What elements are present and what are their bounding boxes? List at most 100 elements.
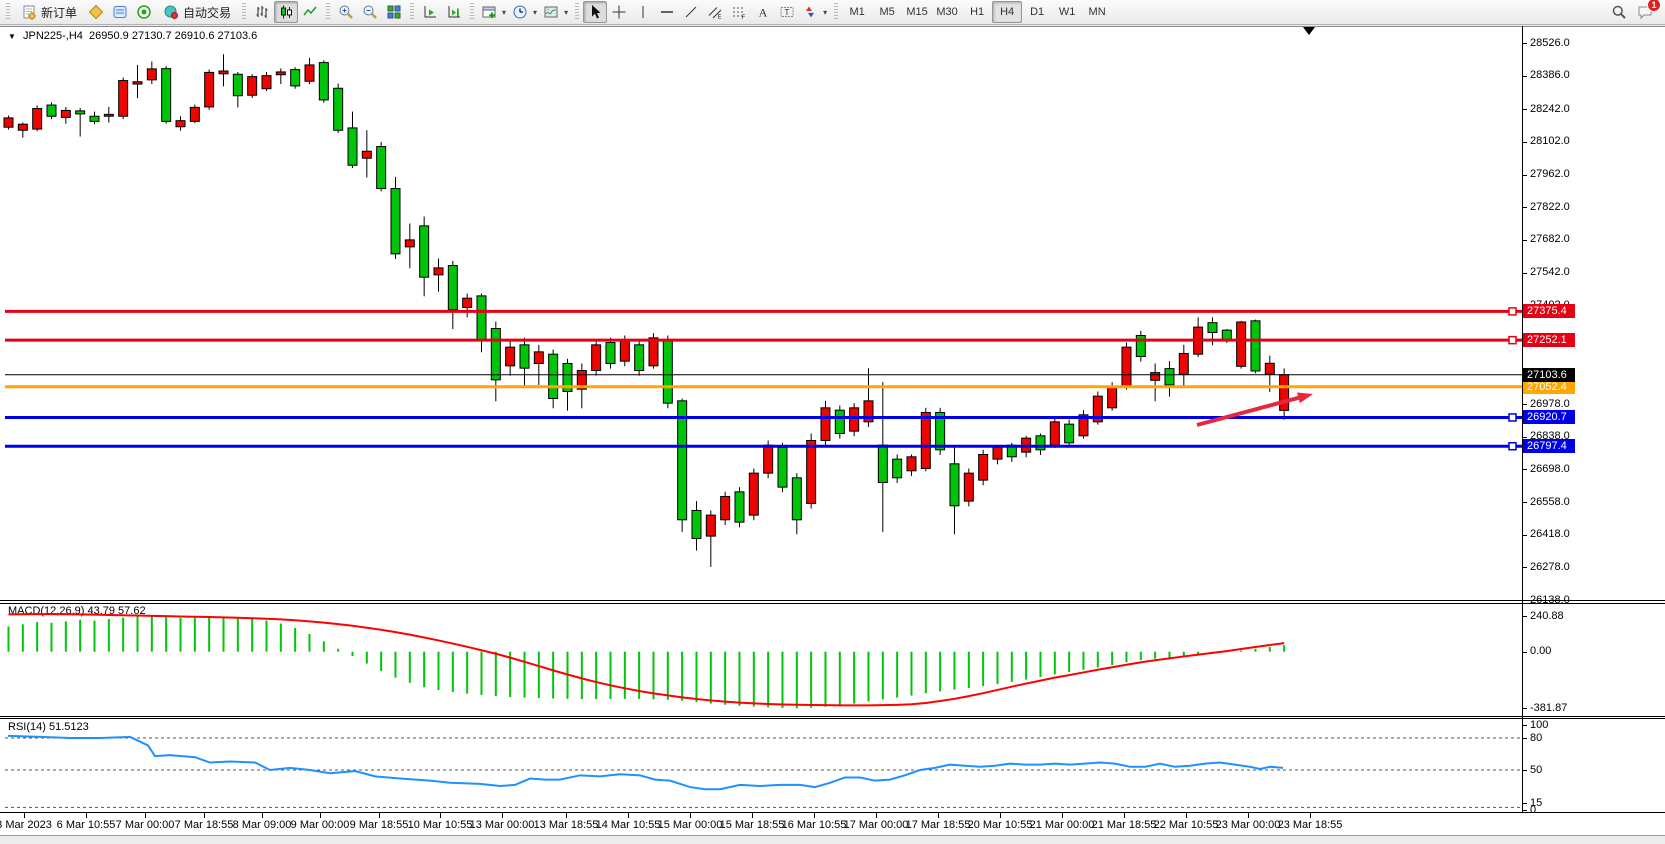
- price-tick-label: 28102.0: [1530, 135, 1570, 148]
- line-chart-icon: [302, 4, 318, 20]
- time-tick-mark: [876, 813, 877, 818]
- zoom-in-button[interactable]: [334, 1, 358, 23]
- time-axis-label: 10 Mar 10:55: [407, 819, 473, 831]
- periods-button[interactable]: ▾: [509, 1, 540, 23]
- new-chart-icon: [481, 4, 497, 20]
- toolbar-grip[interactable]: [834, 3, 839, 21]
- timeframe-w1-button[interactable]: W1: [1058, 6, 1076, 18]
- time-axis-label: 13 Mar 18:55: [533, 819, 599, 831]
- rsi-tick-mark: [1522, 803, 1527, 804]
- chevron-down-icon[interactable]: ▾: [502, 7, 507, 17]
- toolbar-grip[interactable]: [326, 3, 331, 21]
- chart-window[interactable]: [0, 26, 1665, 835]
- chevron-down-icon[interactable]: ▼: [8, 32, 16, 41]
- rsi-tick-label: 15: [1530, 796, 1543, 809]
- trendline-button[interactable]: [679, 1, 703, 23]
- time-axis-label: 9 Mar 18:55: [349, 819, 409, 831]
- time-tick-mark: [502, 813, 503, 818]
- notifications-button[interactable]: 1: [1633, 0, 1661, 23]
- toolbar-grip[interactable]: [470, 3, 475, 21]
- candlestick-button[interactable]: [274, 1, 299, 23]
- main-panel-bottom-border[interactable]: [0, 600, 1665, 601]
- toolbar-grip[interactable]: [575, 3, 580, 21]
- macd-tick-label: 240.88: [1530, 609, 1564, 622]
- timeframe-m1-button[interactable]: M1: [849, 6, 865, 18]
- equidistant-channel-icon: E: [707, 4, 723, 20]
- timeframe-mn-button[interactable]: MN: [1088, 6, 1106, 18]
- chevron-down-icon[interactable]: ▾: [823, 7, 828, 17]
- cursor-button[interactable]: [583, 1, 608, 23]
- search-button[interactable]: [1607, 1, 1631, 23]
- price-tick-mark: [1522, 141, 1527, 143]
- toolbar-grip[interactable]: [410, 3, 415, 21]
- timeframe-m30-button[interactable]: M30: [936, 6, 958, 18]
- zoom-out-button[interactable]: [358, 1, 382, 23]
- horizontal-line-button[interactable]: [655, 1, 679, 23]
- price-tick-label: 28526.0: [1530, 36, 1570, 49]
- timeframe-m15-button[interactable]: M15: [906, 6, 928, 18]
- new-order-button[interactable]: 新订单: [14, 1, 84, 23]
- data-window-icon: [112, 4, 128, 20]
- bar-chart-button[interactable]: [250, 1, 274, 23]
- arrows-icon: [802, 4, 818, 20]
- time-tick-mark: [1248, 813, 1249, 818]
- price-tick-label: 26978.0: [1530, 397, 1570, 410]
- time-tick-mark: [566, 813, 567, 818]
- time-axis-label: 6 Mar 10:55: [56, 819, 116, 831]
- macd-panel-bottom-border[interactable]: [0, 716, 1665, 717]
- timeframe-d1-button[interactable]: D1: [1030, 6, 1045, 18]
- chart-shift-marker-icon[interactable]: [1303, 27, 1315, 35]
- bar-chart-icon: [254, 4, 270, 20]
- rsi-tick-mark: [1522, 770, 1527, 771]
- arrows-button[interactable]: ▾: [799, 1, 830, 23]
- rsi-tick-label: 0: [1530, 803, 1537, 816]
- timeframe-h1-button[interactable]: H1: [970, 6, 985, 18]
- vertical-line-button[interactable]: [631, 1, 655, 23]
- hline-price-tag: 27375.4: [1523, 304, 1575, 319]
- crosshair-icon: [611, 4, 627, 20]
- toolbar-grip[interactable]: [242, 3, 247, 21]
- svg-text:F: F: [742, 15, 746, 20]
- text-label-button[interactable]: T: [775, 1, 799, 23]
- time-axis-label: 3 Mar 2023: [0, 819, 52, 831]
- price-tick-label: 26138.0: [1530, 593, 1570, 606]
- navigator-icon: [136, 4, 152, 20]
- new-chart-button[interactable]: ▾: [478, 1, 509, 23]
- equidistant-channel-button[interactable]: E: [703, 1, 727, 23]
- chart-shift-button[interactable]: [442, 1, 466, 23]
- autotrading-button[interactable]: 自动交易: [156, 1, 238, 23]
- time-axis-label: 15 Mar 18:55: [719, 819, 785, 831]
- price-tick-mark: [1522, 502, 1527, 504]
- navigator-button[interactable]: [132, 1, 156, 23]
- price-tick-mark: [1522, 600, 1527, 602]
- time-axis-label: 21 Mar 00:00: [1029, 819, 1095, 831]
- chevron-down-icon[interactable]: ▾: [564, 7, 569, 17]
- price-tick-mark: [1522, 174, 1527, 176]
- auto-scroll-button[interactable]: [418, 1, 442, 23]
- market-watch-button[interactable]: [84, 1, 108, 23]
- text-button[interactable]: A: [751, 1, 775, 23]
- notification-badge: 1: [1647, 0, 1661, 12]
- rsi-tick-mark: [1522, 725, 1527, 726]
- time-axis-label: 14 Mar 10:55: [595, 819, 661, 831]
- timeframe-m5-button[interactable]: M5: [879, 6, 895, 18]
- toolbar-grip[interactable]: [6, 3, 10, 21]
- fibonacci-button[interactable]: F: [727, 1, 751, 23]
- price-tick-label: 28386.0: [1530, 69, 1570, 82]
- macd-tick-mark: [1522, 651, 1527, 653]
- chevron-down-icon[interactable]: ▾: [533, 7, 538, 17]
- time-axis-label: 20 Mar 10:55: [967, 819, 1033, 831]
- auto-scroll-icon: [422, 4, 438, 20]
- templates-button[interactable]: ▾: [540, 1, 571, 23]
- price-tick-mark: [1522, 43, 1527, 44]
- price-tick-mark: [1522, 567, 1527, 569]
- line-chart-button[interactable]: [298, 1, 322, 23]
- timeframe-h4-button[interactable]: H4: [992, 1, 1023, 23]
- price-tick-mark: [1522, 272, 1527, 274]
- hline-price-tag: 27052.4: [1523, 379, 1575, 394]
- data-window-button[interactable]: [108, 1, 132, 23]
- time-tick-mark: [86, 813, 87, 818]
- crosshair-button[interactable]: [607, 1, 631, 23]
- tile-windows-button[interactable]: [382, 1, 406, 23]
- time-axis-label: 8 Mar 09:00: [232, 819, 292, 831]
